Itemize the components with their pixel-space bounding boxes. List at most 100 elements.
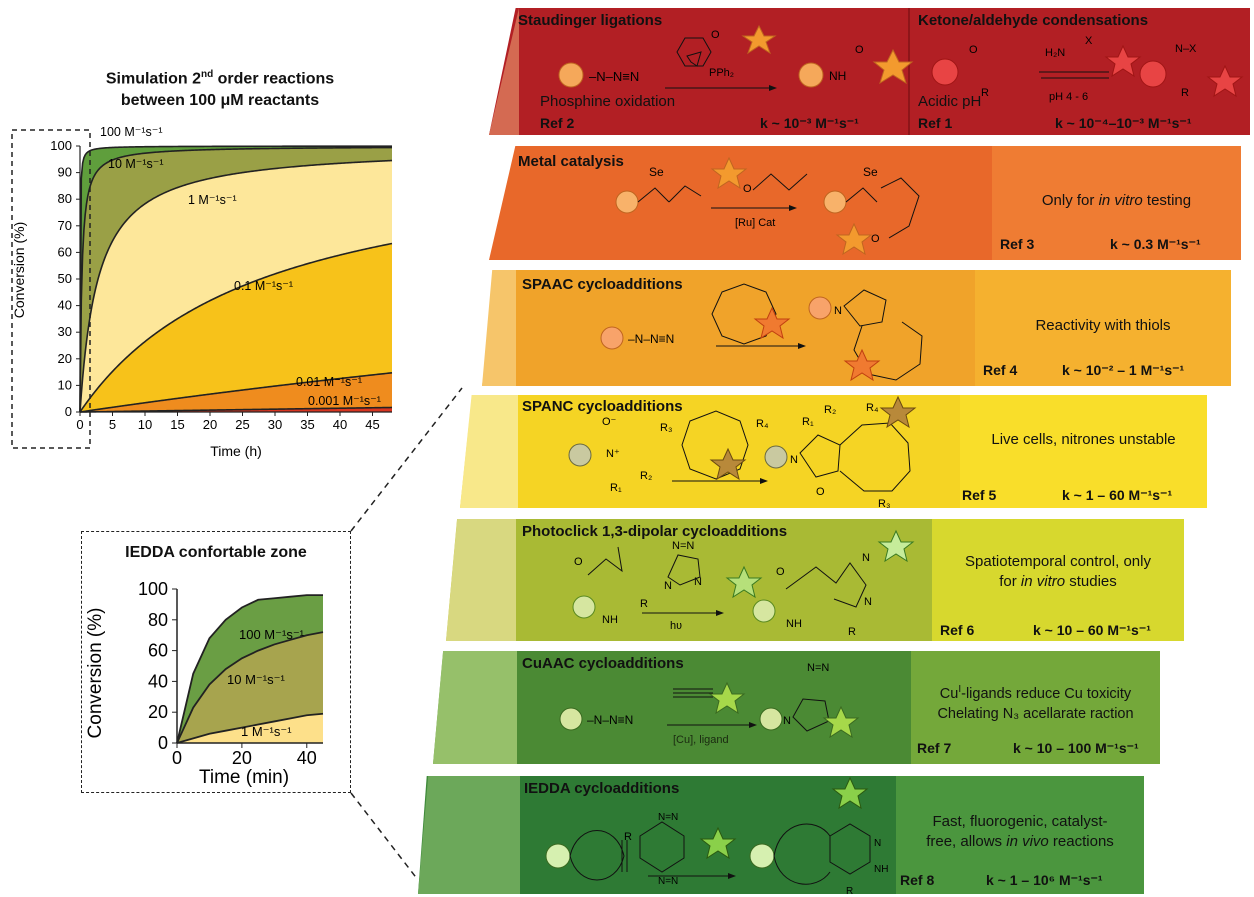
x-tick-label: 40 xyxy=(297,748,317,768)
svg-text:R: R xyxy=(981,87,989,99)
y-tick-label: 10 xyxy=(58,377,72,392)
panel-rate: k ~ 10⁻⁴–10⁻³ M⁻¹s⁻¹ xyxy=(1055,115,1192,131)
panel-ref: Ref 2 xyxy=(540,115,575,131)
svg-text:R₃: R₃ xyxy=(660,422,672,434)
x-tick-label: 5 xyxy=(109,417,116,432)
zoom-region-box xyxy=(11,129,91,449)
panel-title: CuAAC cycloadditions xyxy=(522,655,684,672)
svg-text:R: R xyxy=(848,626,856,638)
svg-text:O: O xyxy=(855,44,864,56)
panel-note-italic: in vitro xyxy=(1098,192,1143,209)
svg-text:R: R xyxy=(1181,87,1189,99)
panel-note: Reactivity with thiols xyxy=(1035,317,1171,334)
svg-text:N: N xyxy=(783,715,791,727)
inset-chart-ylabel: Conversion (%) xyxy=(85,608,106,739)
y-tick-label: 20 xyxy=(148,702,168,722)
svg-text:N: N xyxy=(790,454,798,466)
reaction-condition: [Ru] Cat xyxy=(735,217,775,229)
svg-text:R₃: R₃ xyxy=(878,498,890,508)
series-line xyxy=(79,406,393,413)
svg-text:N–X: N–X xyxy=(1175,43,1197,55)
panel-note-text: studies xyxy=(1065,573,1117,590)
area-band xyxy=(80,372,392,412)
panel-note-text: testing xyxy=(1142,192,1192,209)
panel-rate: k ~ 0.3 M⁻¹s⁻¹ xyxy=(1110,236,1201,252)
svg-text:O: O xyxy=(743,183,752,195)
y-tick-label: 90 xyxy=(58,165,72,180)
y-tick-label: 0 xyxy=(158,733,168,753)
panel-note-italic: in vivo xyxy=(1006,833,1049,850)
main-chart-ylabel: Conversion (%) xyxy=(11,222,27,318)
svg-text:O: O xyxy=(871,233,880,245)
panel-ref: Ref 6 xyxy=(940,622,975,638)
series-line xyxy=(79,159,393,413)
reaction-condition: pH 4 - 6 xyxy=(1049,91,1088,103)
cuaac-scheme: –N–N≡N [Cu], ligand N N=N xyxy=(559,662,860,746)
spaac-scheme: –N–N≡N N xyxy=(600,283,923,382)
iedda-scheme: R N=N N=N N NH R xyxy=(545,776,888,894)
inset-chart-title: IEDDA confortable zone xyxy=(125,544,307,561)
svg-text:N: N xyxy=(694,576,702,588)
panel-note: Spatiotemporal control, only for in vitro… xyxy=(932,552,1184,592)
svg-text:–N–N≡N: –N–N≡N xyxy=(628,332,674,346)
svg-text:NH: NH xyxy=(874,864,888,875)
series-line xyxy=(79,146,393,413)
x-tick-label: 20 xyxy=(203,417,217,432)
x-tick-label: 45 xyxy=(365,417,379,432)
y-tick-label: 80 xyxy=(148,610,168,630)
panel-title: Photoclick 1,3-dipolar cycloadditions xyxy=(522,523,788,540)
svg-text:N=N: N=N xyxy=(672,540,694,552)
y-tick-label: 60 xyxy=(58,244,72,259)
panel-ref: Ref 3 xyxy=(1000,236,1035,252)
svg-text:R: R xyxy=(846,886,853,894)
svg-text:–N–N≡N: –N–N≡N xyxy=(589,69,639,84)
panel-ref: Ref 1 xyxy=(918,115,953,131)
y-tick-label: 80 xyxy=(58,191,72,206)
panel-title: SPANC cycloadditions xyxy=(522,398,683,415)
panel-rate: k ~ 1 – 60 M⁻¹s⁻¹ xyxy=(1062,487,1173,503)
series-label: 1 M⁻¹s⁻¹ xyxy=(188,193,237,207)
main-chart-title-line2: between 100 μM reactants xyxy=(120,92,320,110)
panel-title: Staudinger ligations xyxy=(518,12,663,29)
svg-text:O: O xyxy=(574,556,583,568)
panel-note-text: Spatiotemporal control, only xyxy=(965,553,1151,570)
svg-text:O: O xyxy=(816,486,825,498)
svg-text:NH: NH xyxy=(602,614,618,626)
panel-rate: k ~ 1 – 10⁶ M⁻¹s⁻¹ xyxy=(986,872,1103,888)
y-tick-label: 0 xyxy=(65,404,72,419)
y-tick-label: 100 xyxy=(50,138,72,153)
panel-note-text: for xyxy=(999,573,1021,590)
x-tick-label: 0 xyxy=(76,417,83,432)
y-tick-label: 100 xyxy=(138,579,168,599)
series-label: 10 M⁻¹s⁻¹ xyxy=(227,672,285,687)
metal-scheme: Se O [Ru] Cat Se O xyxy=(615,156,920,256)
panel-rate: k ~ 10⁻² – 1 M⁻¹s⁻¹ xyxy=(1062,362,1185,378)
y-tick-label: 30 xyxy=(58,324,72,339)
panel-note-sup: I xyxy=(958,684,962,695)
area-band xyxy=(177,595,323,743)
main-chart: 0 5 10 15 20 25 30 35 40 45 0 10 20 30 40 50 60 70 80 90 100… xyxy=(11,125,393,459)
panel-ref: Ref 5 xyxy=(962,487,997,503)
main-chart-title-part: order reactions xyxy=(213,70,335,88)
reaction-condition: [Cu], ligand xyxy=(673,734,729,746)
panel-ref: Ref 7 xyxy=(917,740,952,756)
svg-text:R₂: R₂ xyxy=(824,404,836,416)
reaction-condition: hʋ xyxy=(670,620,682,632)
main-chart-title: Simulation 2nd order reactions between 1… xyxy=(90,64,350,112)
y-tick-label: 70 xyxy=(58,218,72,233)
panel-note: Phosphine oxidation xyxy=(540,93,676,110)
svg-text:N=N: N=N xyxy=(807,662,829,674)
panel-title: IEDDA cycloadditions xyxy=(524,780,680,797)
svg-text:O: O xyxy=(776,566,785,578)
x-tick-label: 25 xyxy=(235,417,249,432)
area-band xyxy=(177,713,323,743)
inset-chart: 0 20 40 0 20 40 60 80 100 100 M⁻¹s⁻¹ 10 M⁻¹s⁻¹ 1 M⁻… xyxy=(85,579,324,788)
panel-note-text: Cu xyxy=(939,685,959,702)
area-band xyxy=(80,160,392,412)
y-tick-label: 20 xyxy=(58,351,72,366)
reagent-pph2: PPh₂ xyxy=(709,67,734,79)
panel-note: Fast, fluorogenic, catalyst-free, allows… xyxy=(896,812,1144,852)
series-label: 0.01 M⁻¹s⁻¹ xyxy=(296,375,362,389)
area-band xyxy=(177,632,323,743)
